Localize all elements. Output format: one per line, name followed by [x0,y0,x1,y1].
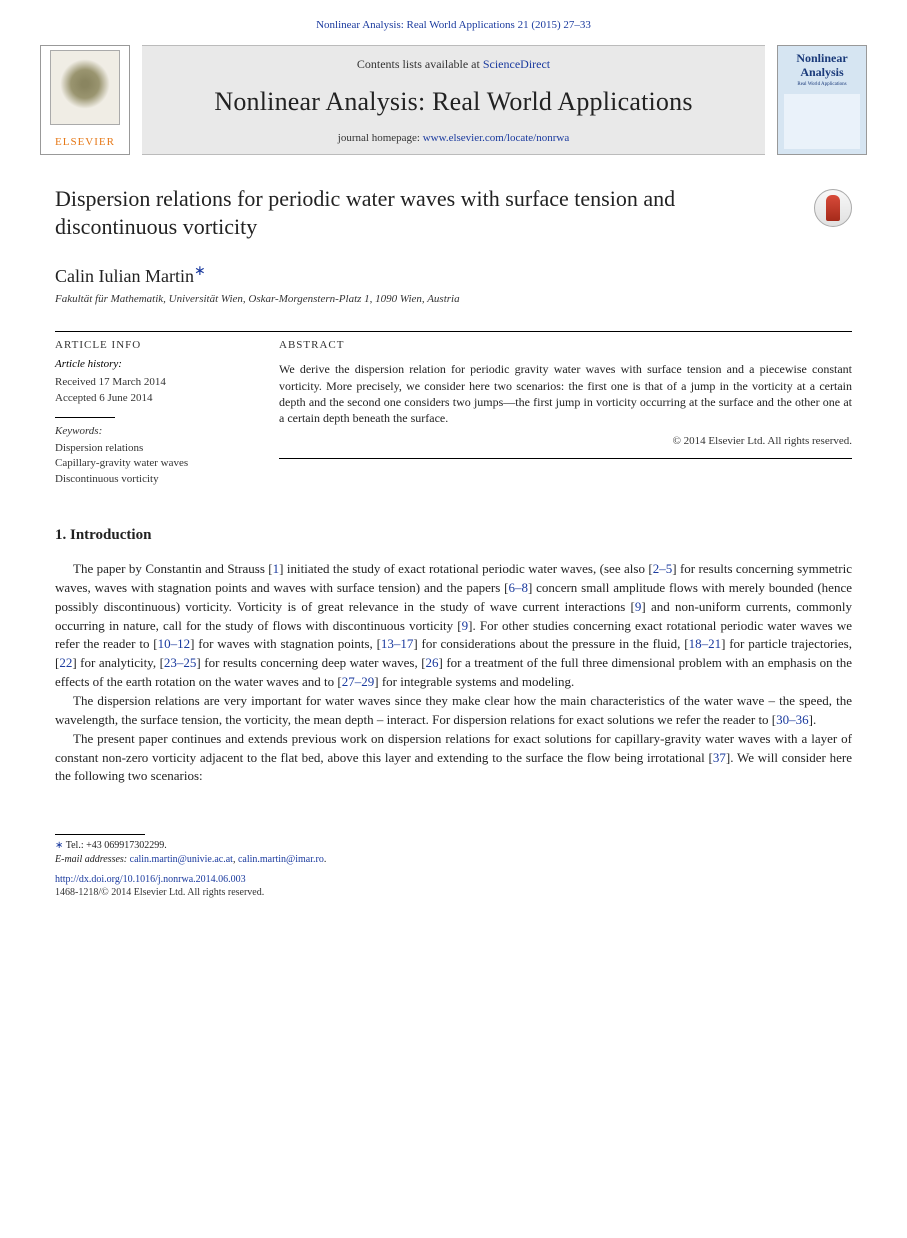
email-suffix: . [324,854,327,865]
p1-j: ] for analyticity, [ [72,655,164,670]
doi-copyright: 1468-1218/© 2014 Elsevier Ltd. All right… [55,887,264,898]
cite-30-36[interactable]: 30–36 [776,712,809,727]
para-2: The dispersion relations are very import… [55,692,852,730]
email-link-2[interactable]: calin.martin@imar.ro [238,854,324,865]
corr-text: Tel.: +43 069917302299. [63,840,166,851]
article-body: Dispersion relations for periodic water … [55,185,852,899]
cite-6-8[interactable]: 6–8 [508,580,528,595]
sciencedirect-link[interactable]: ScienceDirect [483,57,550,71]
p2-a: The dispersion relations are very import… [55,693,852,727]
contents-prefix: Contents lists available at [357,57,483,71]
affiliation: Fakultät für Mathematik, Universität Wie… [55,292,852,307]
keyword-1: Capillary-gravity water waves [55,456,255,471]
p1-a: The paper by Constantin and Strauss [ [73,561,273,576]
homepage-link[interactable]: www.elsevier.com/locate/nonrwa [423,132,570,144]
footnote-rule [55,834,145,835]
author-text: Calin Iulian Martin [55,266,194,286]
keywords-head: Keywords: [55,424,255,439]
abstract-head: ABSTRACT [279,338,852,353]
doi-block: http://dx.doi.org/10.1016/j.nonrwa.2014.… [55,873,852,899]
cite-27-29[interactable]: 27–29 [342,674,375,689]
article-info-head: ARTICLE INFO [55,338,255,353]
cite-2-5[interactable]: 2–5 [653,561,673,576]
header-citation: Nonlinear Analysis: Real World Applicati… [0,0,907,45]
correspondence-line: ∗ Tel.: +43 069917302299. [55,839,852,853]
abstract-copyright: © 2014 Elsevier Ltd. All rights reserved… [279,434,852,449]
p1-b: ] initiated the study of exact rotationa… [279,561,653,576]
p2-b: ]. [809,712,817,727]
article-title: Dispersion relations for periodic water … [55,185,695,240]
cite-37[interactable]: 37 [713,750,726,765]
homepage-line: journal homepage: www.elsevier.com/locat… [338,131,569,146]
cite-18-21[interactable]: 18–21 [689,636,722,651]
keywords-rule [55,417,115,418]
section-1-head: 1. Introduction [55,525,852,546]
para-1: The paper by Constantin and Strauss [1] … [55,560,852,692]
cover-title: Nonlinear Analysis [782,52,862,78]
elsevier-tree-icon [50,50,120,125]
cite-22[interactable]: 22 [59,655,72,670]
article-info-column: ARTICLE INFO Article history: Received 1… [55,331,255,487]
author-name: Calin Iulian Martin∗ [55,262,852,289]
contents-available-line: Contents lists available at ScienceDirec… [357,56,550,73]
para-3: The present paper continues and extends … [55,730,852,787]
article-history-label: Article history: [55,357,255,372]
crossmark-badge-icon [826,195,840,221]
abstract-text: We derive the dispersion relation for pe… [279,361,852,426]
meta-abstract-row: ARTICLE INFO Article history: Received 1… [55,331,852,487]
masthead: ELSEVIER Contents lists available at Sci… [40,45,867,155]
email-link-1[interactable]: calin.martin@univie.ac.at [130,854,233,865]
keyword-2: Discontinuous vorticity [55,472,255,487]
crossmark-icon[interactable] [814,189,852,227]
homepage-prefix: journal homepage: [338,132,423,144]
cite-23-25[interactable]: 23–25 [164,655,197,670]
received-line: Received 17 March 2014 [55,375,255,390]
p1-h: ] for considerations about the pressure … [413,636,688,651]
accepted-line: Accepted 6 June 2014 [55,391,255,406]
abstract-column: ABSTRACT We derive the dispersion relati… [279,331,852,487]
cover-subtitle: Real World Applications [782,81,862,88]
author-corr-mark[interactable]: ∗ [194,264,206,279]
cite-10-12[interactable]: 10–12 [158,636,191,651]
cite-26[interactable]: 26 [426,655,439,670]
doi-link[interactable]: http://dx.doi.org/10.1016/j.nonrwa.2014.… [55,874,246,885]
abstract-bottom-rule [279,458,852,459]
elsevier-logo[interactable]: ELSEVIER [40,45,130,155]
email-line: E-mail addresses: calin.martin@univie.ac… [55,853,852,867]
p1-m: ] for integrable systems and modeling. [374,674,574,689]
section-1-body: The paper by Constantin and Strauss [1] … [55,560,852,786]
journal-title-heading: Nonlinear Analysis: Real World Applicati… [214,84,692,120]
title-row: Dispersion relations for periodic water … [55,185,852,240]
keyword-0: Dispersion relations [55,441,255,456]
elsevier-label: ELSEVIER [55,135,115,150]
email-label: E-mail addresses: [55,854,130,865]
p1-g: ] for waves with stagnation points, [ [190,636,381,651]
masthead-center: Contents lists available at ScienceDirec… [142,45,765,155]
journal-cover-thumbnail[interactable]: Nonlinear Analysis Real World Applicatio… [777,45,867,155]
footnotes: ∗ Tel.: +43 069917302299. E-mail address… [55,834,852,899]
cover-body [784,94,860,149]
p1-k: ] for results concerning deep water wave… [196,655,425,670]
cite-13-17[interactable]: 13–17 [381,636,414,651]
